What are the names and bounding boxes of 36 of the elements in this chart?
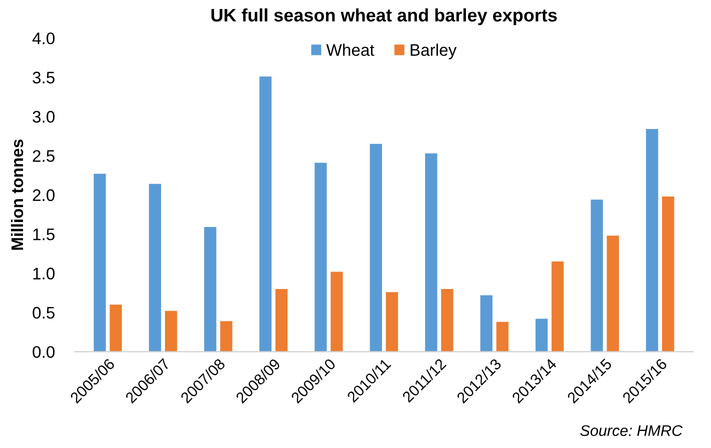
bar	[275, 288, 288, 352]
y-tick-label: 1.0	[33, 268, 55, 280]
chart-title: UK full season wheat and barley exports	[211, 8, 557, 26]
y-tick-label: 4.0	[32, 32, 55, 44]
bar	[552, 262, 564, 352]
bar	[94, 174, 106, 352]
legend-label: Barley	[410, 44, 457, 60]
bar	[164, 310, 178, 352]
legend-label: Wheat	[326, 44, 374, 56]
bar	[496, 322, 508, 352]
bar	[662, 196, 674, 352]
bar	[386, 292, 398, 352]
y-tick-label: 0.5	[32, 306, 55, 319]
bar	[220, 321, 232, 352]
source-note: Source: HMRC	[580, 425, 683, 436]
y-tick-label: 1.5	[33, 228, 55, 240]
bar	[441, 288, 454, 352]
bar	[480, 295, 492, 352]
bar	[330, 272, 343, 352]
y-tick-label: 0.0	[32, 346, 55, 358]
bar	[590, 200, 603, 352]
bar	[259, 76, 272, 352]
bar	[204, 227, 216, 352]
bar	[110, 304, 122, 352]
y-tick-label: 2.0	[32, 189, 55, 202]
bar	[148, 184, 162, 352]
y-axis-title: Million tonnes	[10, 140, 24, 250]
bar	[646, 129, 658, 352]
bar	[314, 162, 327, 352]
bar	[536, 318, 548, 352]
y-tick-label: 3.5	[32, 72, 55, 84]
bar	[425, 153, 438, 352]
bar	[606, 236, 619, 352]
bar	[370, 144, 382, 352]
y-tick-label: 2.5	[32, 150, 55, 162]
y-tick-label: 3.0	[32, 110, 55, 123]
